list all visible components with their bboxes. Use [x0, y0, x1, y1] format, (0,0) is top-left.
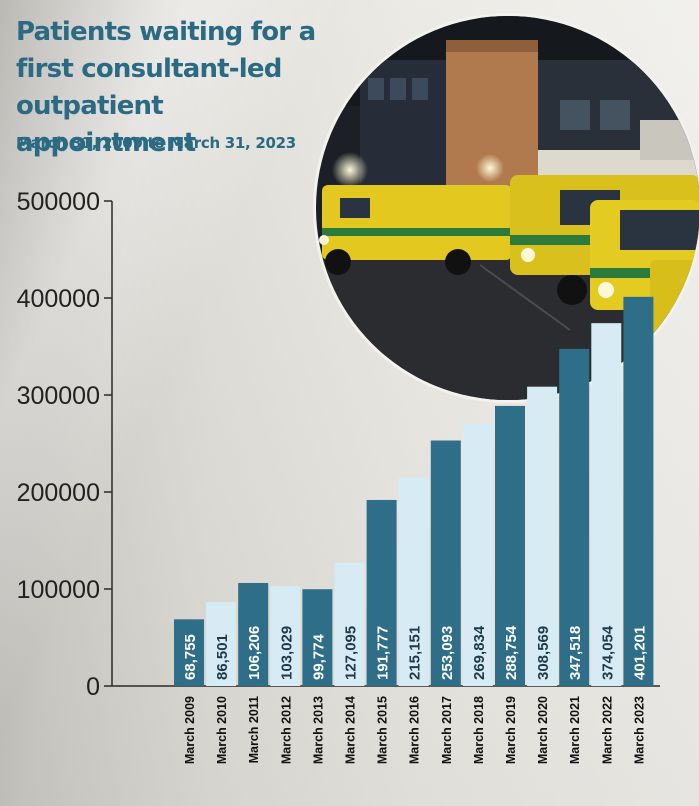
- x-tick-label: March 2009: [183, 696, 197, 764]
- bar-value-label: 253,093: [439, 626, 456, 680]
- y-tick-label: 200000: [17, 479, 100, 507]
- bar: [206, 602, 237, 686]
- bar: [270, 586, 301, 686]
- bar-value-label: 191,777: [375, 626, 392, 680]
- bar: [527, 386, 558, 686]
- bar: [366, 499, 397, 686]
- x-tick-label: March 2017: [440, 696, 454, 764]
- bar: [430, 440, 461, 686]
- x-tick-label: March 2019: [504, 696, 518, 764]
- y-tick-label: 300000: [17, 382, 100, 410]
- bar: [334, 562, 365, 686]
- bar-value-label: 308,569: [535, 626, 552, 680]
- x-tick-label: March 2012: [279, 696, 293, 764]
- x-tick-label: March 2018: [472, 696, 486, 764]
- bar: [462, 424, 493, 686]
- bar-value-label: 99,774: [310, 633, 327, 680]
- bar-value-label: 374,054: [599, 625, 616, 680]
- bar-value-label: 106,206: [246, 626, 263, 680]
- bar-value-label: 86,501: [214, 634, 231, 680]
- bar-value-label: 68,755: [182, 634, 199, 680]
- bar: [238, 582, 269, 686]
- bar-value-label: 269,834: [471, 625, 488, 680]
- bar: [398, 477, 429, 686]
- bar-value-label: 401,201: [631, 626, 648, 680]
- chart-subtitle: March 31, 2009 to March 31, 2023: [16, 134, 296, 152]
- bar: [559, 348, 590, 686]
- bar: [591, 323, 622, 686]
- x-tick-label: March 2020: [536, 696, 550, 764]
- x-tick-label: March 2021: [568, 696, 582, 764]
- bar-value-label: 215,151: [407, 626, 424, 680]
- bars: 68,755 86,501 106,206 103,029 99,774 127,095 1…: [174, 296, 654, 686]
- y-tick-label: 500000: [17, 188, 100, 216]
- bar: [174, 619, 204, 686]
- x-tick-label: March 2010: [215, 696, 229, 764]
- x-tick-label: March 2014: [344, 696, 358, 764]
- chart-title: Patients waiting for a first consultant-…: [16, 17, 316, 158]
- bar-value-label: 347,518: [567, 626, 584, 680]
- y-tick-label: 0: [86, 673, 100, 701]
- x-tick-label: March 2023: [632, 696, 646, 764]
- x-tick-label: March 2015: [376, 696, 390, 764]
- bar: [302, 589, 333, 686]
- x-tick-label: March 2022: [600, 696, 614, 764]
- bar: [623, 296, 654, 686]
- x-axis-labels: March 2009 March 2010 March 2011 March 2012…: [183, 696, 646, 764]
- y-axis: 0 100000 200000 300000 400000 500000: [17, 188, 660, 701]
- bar-value-label: 127,095: [343, 626, 360, 680]
- x-tick-label: March 2016: [408, 696, 422, 764]
- y-tick-label: 400000: [17, 285, 100, 313]
- bar-value-label: 288,754: [503, 625, 520, 680]
- x-tick-label: March 2011: [247, 696, 261, 763]
- bar-value-label: 103,029: [278, 626, 295, 680]
- bar: [495, 405, 525, 686]
- x-tick-label: March 2013: [311, 696, 325, 764]
- y-tick-label: 100000: [17, 576, 100, 604]
